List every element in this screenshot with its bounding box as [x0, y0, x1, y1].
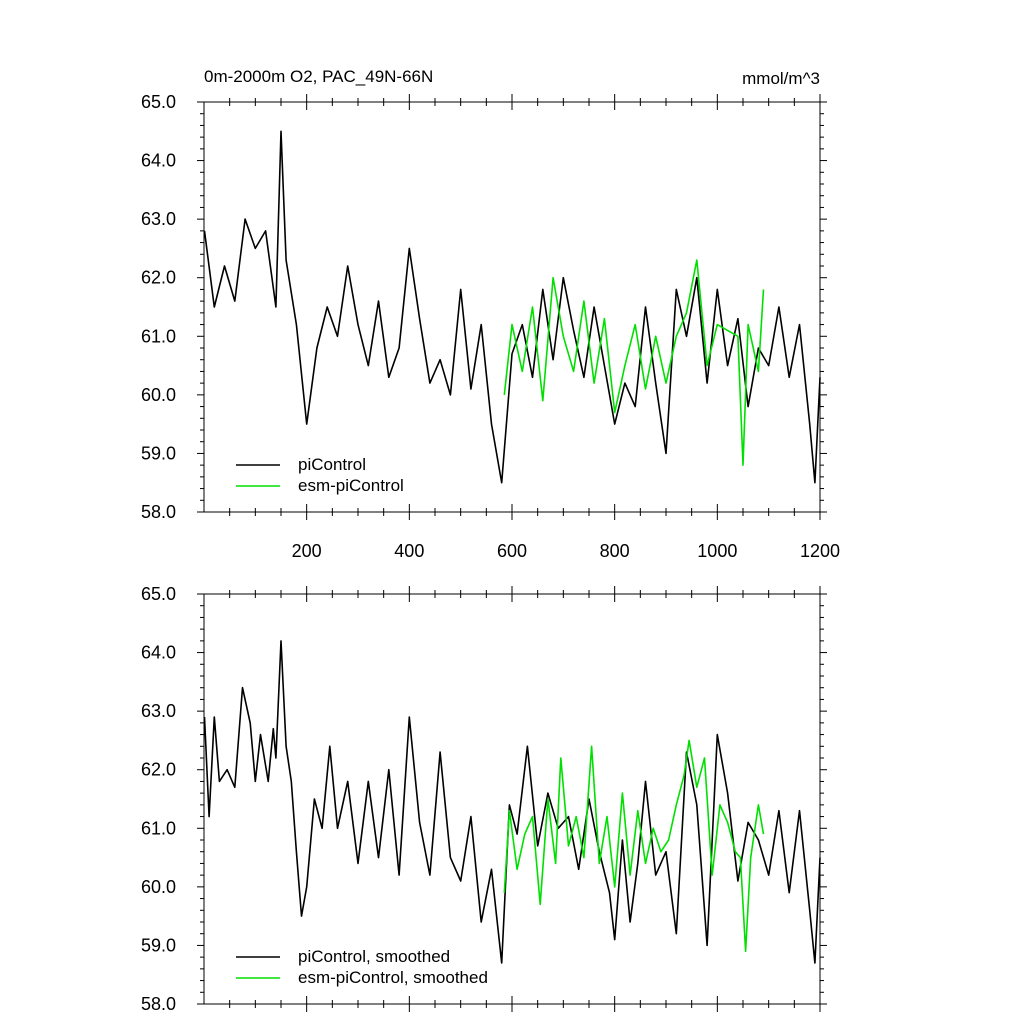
top-panel: 58.0 59.0 60.0 61.0 62.0 63.0 64.0 65.0 200 400 60…	[141, 92, 840, 561]
top-series-esm-picontrol-line	[503, 259, 765, 466]
top-series-picontrol-line	[203, 130, 821, 484]
chart-title: 0m-2000m O2, PAC_49N-66N	[204, 67, 433, 86]
bottom-legend-label-picontrol: piControl, smoothed	[298, 947, 450, 966]
top-ytick-label: 62.0	[141, 268, 176, 288]
top-xtick-label: 1000	[697, 541, 737, 561]
top-ytick-label: 60.0	[141, 385, 176, 405]
bottom-series-picontrol-line	[203, 640, 821, 964]
top-xtick-label: 600	[497, 541, 527, 561]
bottom-ytick-label: 58.0	[141, 994, 176, 1014]
bottom-ytick-label: 65.0	[141, 584, 176, 604]
top-legend-label-esm-picontrol: esm-piControl	[298, 476, 404, 495]
bottom-ytick-label: 61.0	[141, 818, 176, 838]
bottom-ytick-label: 63.0	[141, 701, 176, 721]
top-xtick-label: 200	[292, 541, 322, 561]
top-xtick-label: 400	[394, 541, 424, 561]
bottom-ytick-label: 62.0	[141, 760, 176, 780]
top-ytick-label: 58.0	[141, 502, 176, 522]
top-xtick-label: 1200	[800, 541, 840, 561]
top-xtick-label: 800	[600, 541, 630, 561]
bottom-ytick-label: 60.0	[141, 877, 176, 897]
top-ytick-label: 63.0	[141, 209, 176, 229]
bottom-ytick-label: 64.0	[141, 643, 176, 663]
bottom-series-esm-picontrol-line	[503, 739, 765, 953]
bottom-ytick-label: 59.0	[141, 935, 176, 955]
top-ytick-label: 64.0	[141, 151, 176, 171]
bottom-panel: 58.0 59.0 60.0 61.0 62.0 63.0 64.0 65.0 piContro…	[141, 584, 827, 1014]
top-ytick-label: 65.0	[141, 92, 176, 112]
top-ytick-label: 59.0	[141, 443, 176, 463]
top-legend-label-picontrol: piControl	[298, 455, 366, 474]
units-label: mmol/m^3	[742, 69, 820, 88]
bottom-legend-label-esm-picontrol: esm-piControl, smoothed	[298, 968, 488, 987]
top-ytick-label: 61.0	[141, 326, 176, 346]
